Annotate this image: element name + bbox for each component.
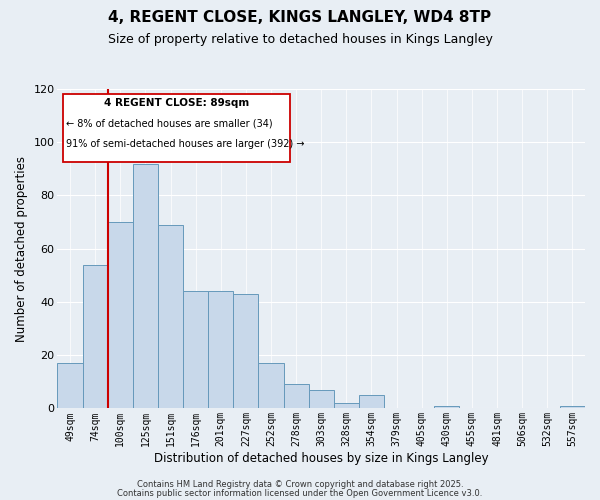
Bar bbox=[108, 222, 133, 408]
Text: Contains public sector information licensed under the Open Government Licence v3: Contains public sector information licen… bbox=[118, 488, 482, 498]
Bar bbox=[334, 403, 359, 408]
Text: 4, REGENT CLOSE, KINGS LANGLEY, WD4 8TP: 4, REGENT CLOSE, KINGS LANGLEY, WD4 8TP bbox=[109, 10, 491, 25]
Bar bbox=[434, 406, 460, 408]
Bar bbox=[83, 264, 108, 408]
Y-axis label: Number of detached properties: Number of detached properties bbox=[15, 156, 28, 342]
Bar bbox=[58, 363, 83, 408]
Bar bbox=[284, 384, 308, 408]
Text: Contains HM Land Registry data © Crown copyright and database right 2025.: Contains HM Land Registry data © Crown c… bbox=[137, 480, 463, 489]
Bar bbox=[233, 294, 259, 408]
X-axis label: Distribution of detached houses by size in Kings Langley: Distribution of detached houses by size … bbox=[154, 452, 488, 465]
Bar bbox=[359, 395, 384, 408]
Bar bbox=[308, 390, 334, 408]
Text: Size of property relative to detached houses in Kings Langley: Size of property relative to detached ho… bbox=[107, 32, 493, 46]
Bar bbox=[158, 225, 183, 408]
Bar bbox=[133, 164, 158, 408]
Text: ← 8% of detached houses are smaller (34): ← 8% of detached houses are smaller (34) bbox=[67, 118, 273, 128]
Bar bbox=[208, 292, 233, 408]
Bar bbox=[183, 292, 208, 408]
Bar bbox=[560, 406, 585, 408]
Text: 91% of semi-detached houses are larger (392) →: 91% of semi-detached houses are larger (… bbox=[67, 139, 305, 149]
Text: 4 REGENT CLOSE: 89sqm: 4 REGENT CLOSE: 89sqm bbox=[104, 98, 249, 108]
Bar bbox=[259, 363, 284, 408]
